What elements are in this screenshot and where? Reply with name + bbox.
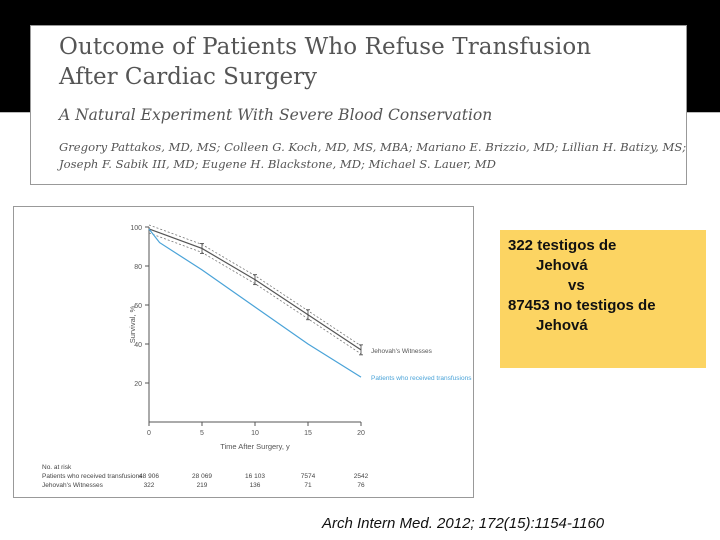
risk-table-cell: 28 069 <box>192 473 212 480</box>
survival-figure: 20 40 60 80 100 0 5 10 15 20 Time After Surgery, y… <box>13 206 474 498</box>
risk-table-cell: 322 <box>144 482 155 489</box>
article-authors-line1: Gregory Pattakos, MD, MS; Colleen G. Koc… <box>59 140 687 154</box>
note-line-4: 87453 no testigos de <box>508 297 656 314</box>
note-line-5: Jehová <box>536 317 588 334</box>
witness-series-line <box>148 228 362 351</box>
risk-table-cell: 136 <box>250 482 261 489</box>
y-tick-label: 80 <box>134 264 142 271</box>
risk-table-cell: 48 906 <box>139 473 159 480</box>
y-tick-label: 60 <box>134 303 142 310</box>
risk-table-row-label: Jehovah's Witnesses <box>42 482 104 489</box>
y-tick-label: 100 <box>130 225 142 232</box>
article-title-line1: Outcome of Patients Who Refuse Transfusi… <box>59 34 592 60</box>
x-axis-label: Time After Surgery, y <box>220 442 290 451</box>
risk-table-cell: 16 103 <box>245 473 265 480</box>
note-line-1: 322 testigos de <box>508 237 617 254</box>
transfused-series-line <box>148 228 362 378</box>
risk-table-row-label: Patients who received transfusions <box>42 473 143 480</box>
citation: Arch Intern Med. 2012; 172(15):1154-1160 <box>322 515 605 532</box>
article-title-line2: After Cardiac Surgery <box>59 64 318 90</box>
risk-table-cell: 7574 <box>301 473 316 480</box>
transfused-series-legend: Patients who received transfusions <box>371 375 472 382</box>
y-tick-label: 40 <box>134 342 142 349</box>
article-subtitle: A Natural Experiment With Severe Blood C… <box>59 106 493 124</box>
note-line-3: vs <box>568 277 585 294</box>
x-tick-label: 0 <box>147 430 151 437</box>
note-line-2: Jehová <box>536 257 588 274</box>
y-axis-label: Survival, % <box>128 305 137 343</box>
witness-lower-ci-line <box>148 232 362 355</box>
x-tick-label: 15 <box>304 430 312 437</box>
x-tick-label: 5 <box>200 430 204 437</box>
risk-table-cell: 76 <box>357 482 365 489</box>
article-authors-line2: Joseph F. Sabik III, MD; Eugene H. Black… <box>59 157 496 171</box>
witness-series-legend: Jehovah's Witnesses <box>371 348 433 355</box>
x-tick-label: 20 <box>357 430 365 437</box>
article-header-clipping: Outcome of Patients Who Refuse Transfusi… <box>30 25 687 185</box>
risk-table-cell: 71 <box>304 482 312 489</box>
x-tick-label: 10 <box>251 430 259 437</box>
y-tick-label: 20 <box>134 381 142 388</box>
risk-table-cell: 2542 <box>354 473 369 480</box>
witness-upper-ci-line <box>148 224 362 347</box>
comparison-note: 322 testigos de Jehová vs 87453 no testi… <box>500 230 706 368</box>
risk-table-header: No. at risk <box>42 464 72 471</box>
survival-chart: 20 40 60 80 100 0 5 10 15 20 Time After Surgery, y… <box>42 224 472 489</box>
risk-table-cell: 219 <box>197 482 208 489</box>
